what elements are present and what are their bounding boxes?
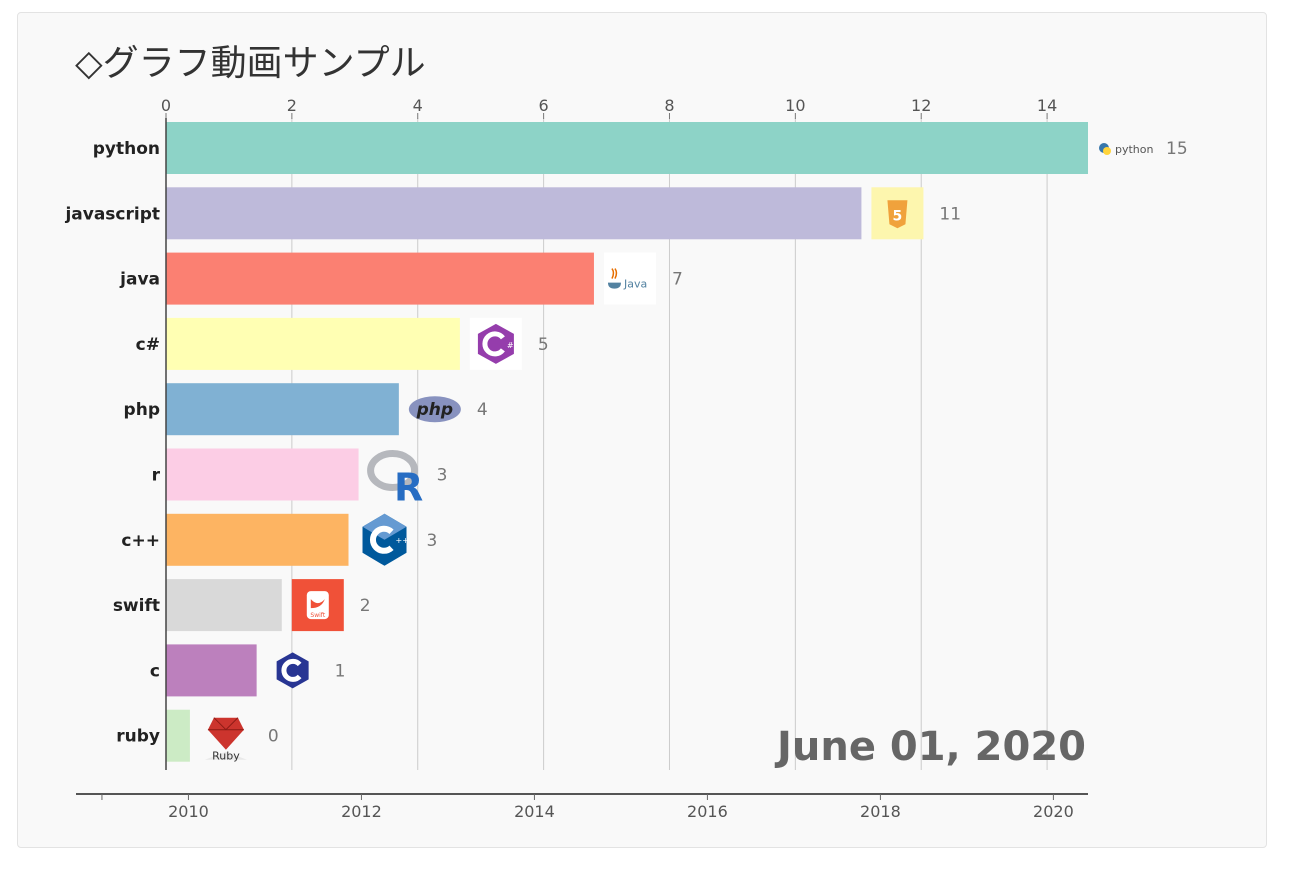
category-labels: python javascript java c# php r c++ swift c ruby xyxy=(64,139,160,747)
bar-java xyxy=(166,252,594,305)
shield-shape xyxy=(887,200,908,229)
letter-c xyxy=(281,658,302,682)
category-label: c xyxy=(150,661,160,681)
swift-wordmark: Swift xyxy=(310,612,325,619)
value-label: 15 xyxy=(1166,139,1188,159)
bar-python xyxy=(166,122,1088,174)
bar-javascript xyxy=(166,187,862,240)
logos: python 5 Java # php R ++ Swift Ruby xyxy=(204,143,1154,763)
timeline-tick-label: 2012 xyxy=(341,802,382,821)
swift-bird xyxy=(310,599,325,609)
page-title: ◇グラフ動画サンプル xyxy=(75,43,426,84)
hexagon xyxy=(477,323,514,364)
x-axis-ticks: 0 2 4 6 8 10 12 14 xyxy=(161,96,1057,119)
bar-c# xyxy=(166,317,460,370)
category-label: ruby xyxy=(116,727,160,747)
ellipse xyxy=(408,396,461,423)
x-tick-label: 4 xyxy=(413,96,423,115)
hexagon xyxy=(276,652,309,689)
bar-swift xyxy=(166,579,282,632)
javascript-logo: 5 xyxy=(871,187,924,240)
bar-php xyxy=(166,383,399,436)
category-label: c++ xyxy=(121,531,160,551)
java-logo: Java xyxy=(603,252,656,305)
swift-logo: Swift xyxy=(291,579,344,632)
ruby-wordmark: Ruby xyxy=(212,750,240,763)
shield-glyph: 5 xyxy=(893,208,903,224)
letter-c xyxy=(370,525,394,554)
value-label: 3 xyxy=(427,531,438,551)
x-tick-label: 10 xyxy=(785,96,805,115)
c-logo xyxy=(276,652,309,689)
bar-c++ xyxy=(166,513,349,566)
category-label: java xyxy=(119,270,160,290)
php-wordmark: php xyxy=(416,400,453,420)
bar-c xyxy=(166,644,257,697)
timeline-tick-label: 2016 xyxy=(687,802,728,821)
ruby-gem xyxy=(207,717,244,750)
hash-mark: # xyxy=(507,341,514,350)
category-label: swift xyxy=(113,596,160,616)
ring xyxy=(367,450,419,491)
value-label: 3 xyxy=(437,466,448,486)
cplusplus-logo: ++ xyxy=(362,513,409,566)
csharp-logo: # xyxy=(469,317,522,370)
letter-c xyxy=(482,331,505,357)
python-wordmark: python xyxy=(1115,143,1154,156)
value-label: 1 xyxy=(335,661,346,681)
bar-r xyxy=(166,448,359,501)
r-letter: R xyxy=(394,466,423,510)
ruby-logo: Ruby xyxy=(204,717,247,763)
category-label: c# xyxy=(136,335,160,355)
x-tick-label: 12 xyxy=(911,96,931,115)
php-logo: php xyxy=(408,396,461,423)
date-label: June 01, 2020 xyxy=(774,724,1086,770)
timeline-axis: 2010 2012 2014 2016 2018 2020 xyxy=(76,793,1088,821)
category-label: r xyxy=(152,466,161,486)
steam-lines xyxy=(611,268,618,279)
value-label: 4 xyxy=(477,400,488,420)
value-labels: 15 11 7 5 4 3 3 2 1 0 xyxy=(268,139,1188,747)
x-tick-label: 8 xyxy=(664,96,674,115)
python-logo: python xyxy=(1099,143,1154,156)
java-wordmark: Java xyxy=(623,278,647,291)
plus-marks: ++ xyxy=(396,536,409,545)
bar-ruby xyxy=(166,709,190,762)
gem-facets xyxy=(207,717,244,731)
python-snake-yellow xyxy=(1103,147,1111,155)
x-tick-label: 14 xyxy=(1037,96,1057,115)
r-logo: R xyxy=(367,450,423,510)
value-label: 11 xyxy=(939,204,961,224)
timeline-tick-label: 2018 xyxy=(860,802,901,821)
value-label: 7 xyxy=(672,270,683,290)
x-tick-label: 0 xyxy=(161,96,171,115)
x-tick-label: 2 xyxy=(287,96,297,115)
value-label: 5 xyxy=(538,335,549,355)
value-label: 2 xyxy=(360,596,371,616)
x-tick-label: 6 xyxy=(539,96,549,115)
category-label: php xyxy=(124,400,160,420)
bars xyxy=(166,122,1088,762)
category-label: javascript xyxy=(64,204,160,224)
category-label: python xyxy=(93,139,160,159)
timeline-tick-label: 2014 xyxy=(514,802,555,821)
timeline-tick-label: 2020 xyxy=(1033,802,1074,821)
timeline-tick-label: 2010 xyxy=(168,802,209,821)
value-label: 0 xyxy=(268,727,279,747)
pedestal xyxy=(204,751,247,760)
coffee-cup xyxy=(607,282,621,289)
